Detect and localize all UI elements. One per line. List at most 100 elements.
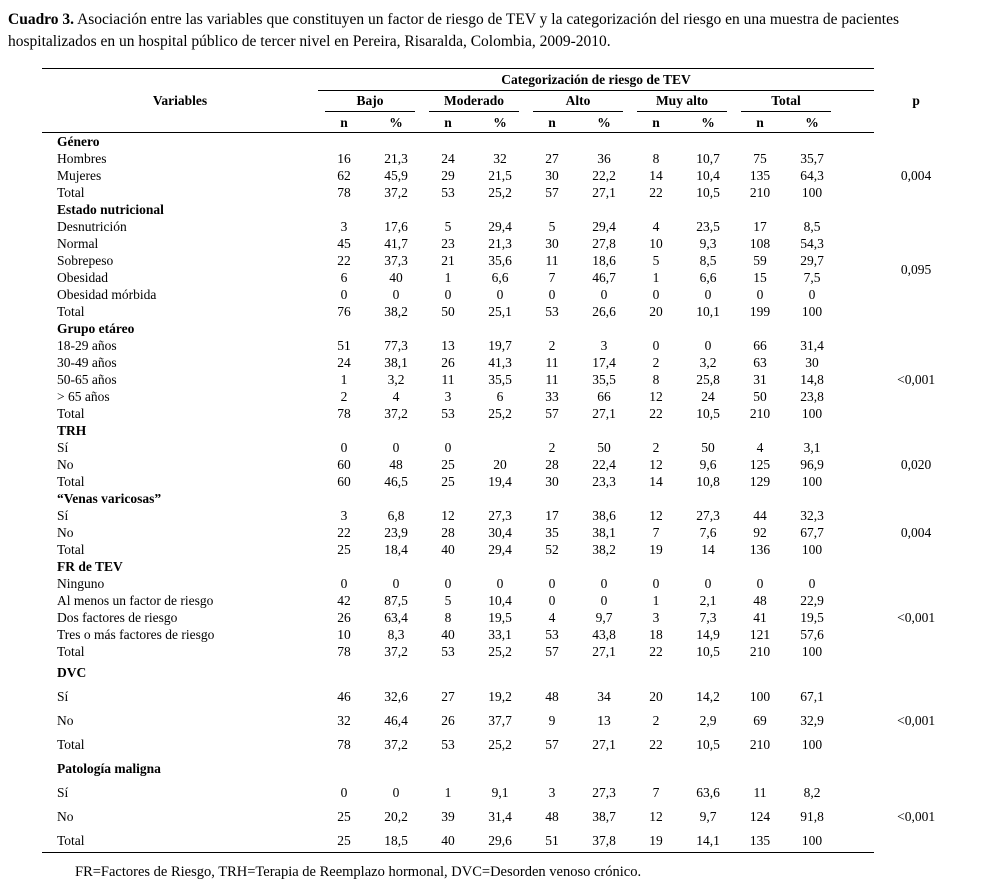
group-header-alto: Alto — [526, 91, 630, 113]
percent-header: % — [474, 112, 526, 134]
value-cell: 8,5 — [699, 253, 717, 269]
value-cell: 23,8 — [800, 389, 824, 405]
value-cell: 2 — [340, 389, 348, 405]
value-cell: 9,7 — [595, 610, 613, 626]
value-cell: 1 — [652, 270, 660, 286]
value-cell: 53 — [441, 736, 455, 752]
value-cell: 10,5 — [696, 185, 720, 201]
span-header: Categorización de riesgo de TEV — [318, 68, 875, 92]
value-cell: 24 — [441, 151, 455, 167]
value-cell: 25,2 — [488, 406, 512, 422]
value-cell: 3 — [340, 219, 348, 235]
value-cell: 0 — [340, 440, 348, 456]
table-row: No 60 48 25 20 28 22,4 12 9,6 125 96,9 — [42, 456, 958, 473]
value-cell: 28 — [545, 457, 559, 473]
value-cell: 100 — [801, 542, 823, 558]
row-filler — [838, 804, 874, 828]
value-cell: 10,1 — [696, 304, 720, 320]
value-cell: 27,1 — [592, 406, 616, 422]
value-cell: 2 — [548, 440, 556, 456]
row-filler — [838, 303, 874, 320]
value-cell: 2 — [652, 440, 660, 456]
value-cell: 62 — [337, 168, 351, 184]
value-cell: 22,4 — [592, 457, 616, 473]
value-cell: 10,8 — [696, 474, 720, 490]
value-cell: 20 — [493, 457, 507, 473]
row-filler — [838, 626, 874, 643]
table-row: Total 76 38,2 50 25,1 53 26,6 20 10,1 199 100 — [42, 303, 958, 320]
value-cell: 41 — [753, 610, 767, 626]
value-cell: 19,2 — [488, 688, 512, 704]
value-cell: 38,1 — [592, 525, 616, 541]
value-cell: 9,7 — [699, 808, 717, 824]
value-cell: 10,7 — [696, 151, 720, 167]
value-cell: 0 — [652, 576, 660, 592]
value-cell: 8 — [652, 151, 660, 167]
value-cell: 3 — [600, 338, 608, 354]
group-label: Bajo — [325, 91, 415, 113]
value-cell: 100 — [801, 644, 823, 660]
value-cell: 7 — [652, 525, 660, 541]
value-cell: 0 — [392, 576, 400, 592]
value-cell: 59 — [753, 253, 767, 269]
value-cell: 5 — [444, 593, 452, 609]
row-label: Total — [57, 736, 85, 752]
value-cell: 6,6 — [491, 270, 509, 286]
value-cell: 35 — [545, 525, 559, 541]
table-row: Mujeres 62 45,9 29 21,5 30 22,2 14 10,4 135 64,3 — [42, 167, 958, 184]
value-cell: 23 — [441, 236, 455, 252]
value-cell: 91,8 — [800, 808, 824, 824]
section-label: FR de TEV — [57, 559, 123, 575]
value-cell: 31 — [753, 372, 767, 388]
p-value: <0,001 — [897, 610, 936, 626]
value-cell: 2,9 — [699, 712, 717, 728]
value-cell: 11 — [545, 355, 559, 371]
value-cell: 3,1 — [803, 440, 821, 456]
value-cell: 2 — [652, 712, 660, 728]
value-cell: 48 — [753, 593, 767, 609]
value-cell: 31,4 — [488, 808, 512, 824]
value-cell: 7,3 — [699, 610, 717, 626]
value-cell: 35,5 — [592, 372, 616, 388]
value-cell: 41,7 — [384, 236, 408, 252]
value-cell: 40 — [389, 270, 403, 286]
value-cell: 27,1 — [592, 185, 616, 201]
value-cell: 10 — [337, 627, 351, 643]
value-cell: 25,8 — [696, 372, 720, 388]
value-cell: 87,5 — [384, 593, 408, 609]
value-cell: 14,8 — [800, 372, 824, 388]
row-label: Sí — [57, 508, 69, 524]
table-row: Hombres 16 21,3 24 32 27 36 8 10,7 75 35,7 0,004 — [42, 150, 958, 183]
value-cell: 0 — [496, 576, 504, 592]
p-spacer — [874, 201, 958, 218]
row-label: > 65 años — [57, 389, 110, 405]
value-cell: 27 — [545, 151, 559, 167]
value-cell: 20 — [649, 304, 663, 320]
value-cell: 30 — [545, 168, 559, 184]
value-cell: 50 — [701, 440, 715, 456]
row-filler — [838, 388, 874, 405]
table-row: Obesidad mórbida 0 0 0 0 0 0 0 0 0 0 — [42, 286, 958, 303]
value-cell: 14,2 — [696, 688, 720, 704]
value-cell: 10,5 — [696, 736, 720, 752]
table-row: Sí 3 6,8 12 27,3 17 38,6 12 27,3 44 32,3 0,004 — [42, 507, 958, 540]
value-cell: 53 — [545, 627, 559, 643]
value-cell: 3,2 — [387, 372, 405, 388]
value-cell: 19,5 — [488, 610, 512, 626]
row-filler — [838, 150, 874, 167]
value-cell: 29,6 — [474, 828, 526, 854]
percent-header: % — [682, 112, 734, 134]
row-label: Al menos un factor de riesgo — [57, 593, 214, 609]
value-cell: 2,1 — [699, 593, 717, 609]
row-filler — [838, 541, 874, 558]
row-label: Desnutrición — [57, 219, 127, 235]
row-label: Sí — [57, 784, 69, 800]
value-cell: 8 — [444, 610, 452, 626]
group-header-total: Total — [734, 91, 838, 113]
table-body: Género Hombres 16 21,3 24 32 27 36 8 10,7 75 35,7 0,… — [42, 133, 958, 854]
value-cell: 26 — [441, 712, 455, 728]
value-cell: 77,3 — [384, 338, 408, 354]
value-cell: 11 — [545, 372, 559, 388]
value-cell: 53 — [545, 304, 559, 320]
row-label: No — [57, 712, 74, 728]
